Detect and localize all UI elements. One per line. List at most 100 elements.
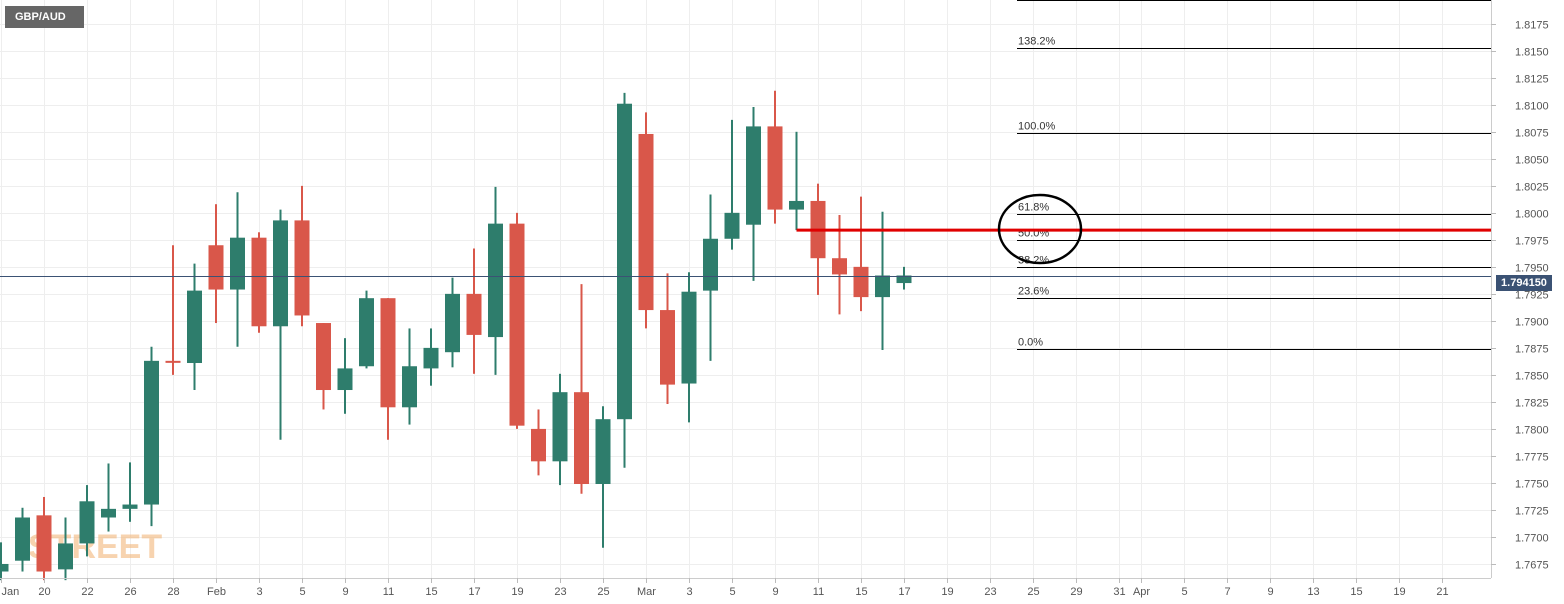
y-tick-label: 1.7925 xyxy=(1515,290,1549,302)
candle-bearish xyxy=(208,204,224,324)
candle-bullish xyxy=(703,194,718,361)
candle-bullish xyxy=(552,373,568,486)
candle-body xyxy=(423,347,439,369)
candle-bearish xyxy=(294,185,310,327)
x-tick-label: Mar xyxy=(637,586,656,598)
fib-level-label: 138.2% xyxy=(1018,36,1056,48)
candle-bullish xyxy=(230,192,245,347)
y-tick-label: 1.7700 xyxy=(1515,533,1549,545)
y-tick-label: 1.7975 xyxy=(1515,236,1549,248)
x-tick-label: 28 xyxy=(167,586,179,598)
fib-level-label: 23.6% xyxy=(1018,286,1049,298)
x-tick-label: 26 xyxy=(124,586,136,598)
x-tick-label: 15 xyxy=(1350,586,1362,598)
candle-body xyxy=(144,360,159,505)
candle-bullish xyxy=(0,542,9,581)
candle-body xyxy=(703,238,718,291)
y-tick-label: 1.8125 xyxy=(1515,74,1549,86)
candle-bullish xyxy=(337,338,353,414)
x-tick-label: 17 xyxy=(898,586,910,598)
candle-body xyxy=(681,291,697,384)
candle-bearish xyxy=(165,245,181,375)
y-tick-label: 1.7825 xyxy=(1515,398,1549,410)
candle-body xyxy=(79,501,95,544)
x-tick-label: Feb xyxy=(207,586,226,598)
candle-body xyxy=(101,508,116,518)
candle-body xyxy=(402,366,417,408)
y-tick-label: 1.7950 xyxy=(1515,263,1549,275)
x-tick-label: 19 xyxy=(1393,586,1405,598)
symbol-badge: GBP/AUD xyxy=(5,6,84,28)
y-tick-label: 1.7800 xyxy=(1515,425,1549,437)
candle-body xyxy=(165,360,181,363)
candle-body xyxy=(660,310,675,385)
candle-body xyxy=(638,133,654,311)
candle-bullish xyxy=(122,462,138,522)
candle-bullish xyxy=(445,277,460,368)
candle-body xyxy=(58,543,73,570)
x-tick-label: 21 xyxy=(1436,586,1448,598)
candle-body xyxy=(746,126,761,225)
candle-body xyxy=(531,428,546,462)
candle-body xyxy=(789,200,804,210)
candle-bullish xyxy=(896,266,912,290)
candle-bullish xyxy=(681,272,697,423)
candle-bearish xyxy=(574,284,589,494)
x-tick-label: 17 xyxy=(468,586,480,598)
candle-body xyxy=(36,515,52,572)
x-tick-label: 13 xyxy=(1307,586,1319,598)
candle-bearish xyxy=(509,212,525,429)
candle-bullish xyxy=(273,209,288,440)
y-tick-label: 1.8050 xyxy=(1515,155,1549,167)
candle-body xyxy=(15,517,30,561)
x-tick-label: 15 xyxy=(425,586,437,598)
candle-body xyxy=(875,275,890,298)
candle-body xyxy=(187,290,202,364)
candle-bullish xyxy=(789,131,804,231)
x-tick-label: 25 xyxy=(1027,586,1039,598)
candle-bearish xyxy=(810,183,826,295)
candle-body xyxy=(230,237,245,290)
x-tick-label: 20 xyxy=(38,586,50,598)
candle-bearish xyxy=(380,298,396,440)
x-tick-label: 23 xyxy=(554,586,566,598)
candle-body xyxy=(574,392,589,485)
candle-body xyxy=(896,275,912,284)
x-tick-label: 11 xyxy=(813,586,824,598)
candle-bullish xyxy=(488,186,503,375)
x-tick-label: 5 xyxy=(729,586,735,598)
candle-body xyxy=(466,293,482,335)
y-tick-label: 1.8150 xyxy=(1515,47,1549,59)
y-tick-label: 1.7675 xyxy=(1515,560,1549,572)
candle-body xyxy=(724,212,740,239)
x-tick-label: 9 xyxy=(772,586,778,598)
candle-body xyxy=(552,392,568,462)
x-tick-label: 23 xyxy=(984,586,996,598)
fib-level-label: 100.0% xyxy=(1018,121,1056,133)
x-tick-label: 11 xyxy=(383,586,394,598)
x-tick-label: 5 xyxy=(1181,586,1187,598)
x-tick-label: 19 xyxy=(511,586,523,598)
x-axis: Jan 20 22 26 28 Feb 3 5 9 11 15 17 19 23 25 Mar 3 5 9 11 15 1… xyxy=(1,578,1449,598)
candle-body xyxy=(595,419,611,485)
x-tick-label: 19 xyxy=(941,586,953,598)
y-tick-label: 1.7725 xyxy=(1515,506,1549,518)
candle-bullish xyxy=(101,463,116,532)
x-tick-label: 9 xyxy=(342,586,348,598)
x-tick-label: 29 xyxy=(1070,586,1082,598)
candle-body xyxy=(0,563,9,572)
candle-bullish xyxy=(746,106,761,281)
candle-bullish xyxy=(187,263,202,391)
x-tick-label: 15 xyxy=(855,586,867,598)
x-tick-label: 3 xyxy=(686,586,692,598)
candle-body xyxy=(316,323,331,391)
candle-body xyxy=(359,298,374,367)
x-tick-label: 3 xyxy=(256,586,262,598)
x-tick-label: 5 xyxy=(299,586,305,598)
y-tick-label: 1.7850 xyxy=(1515,371,1549,383)
x-tick-label: Apr xyxy=(1133,586,1150,598)
y-tick-label: 1.8000 xyxy=(1515,209,1549,221)
y-tick-label: 1.8075 xyxy=(1515,128,1549,140)
candle-bullish xyxy=(79,485,95,557)
candle-bearish xyxy=(767,90,783,224)
